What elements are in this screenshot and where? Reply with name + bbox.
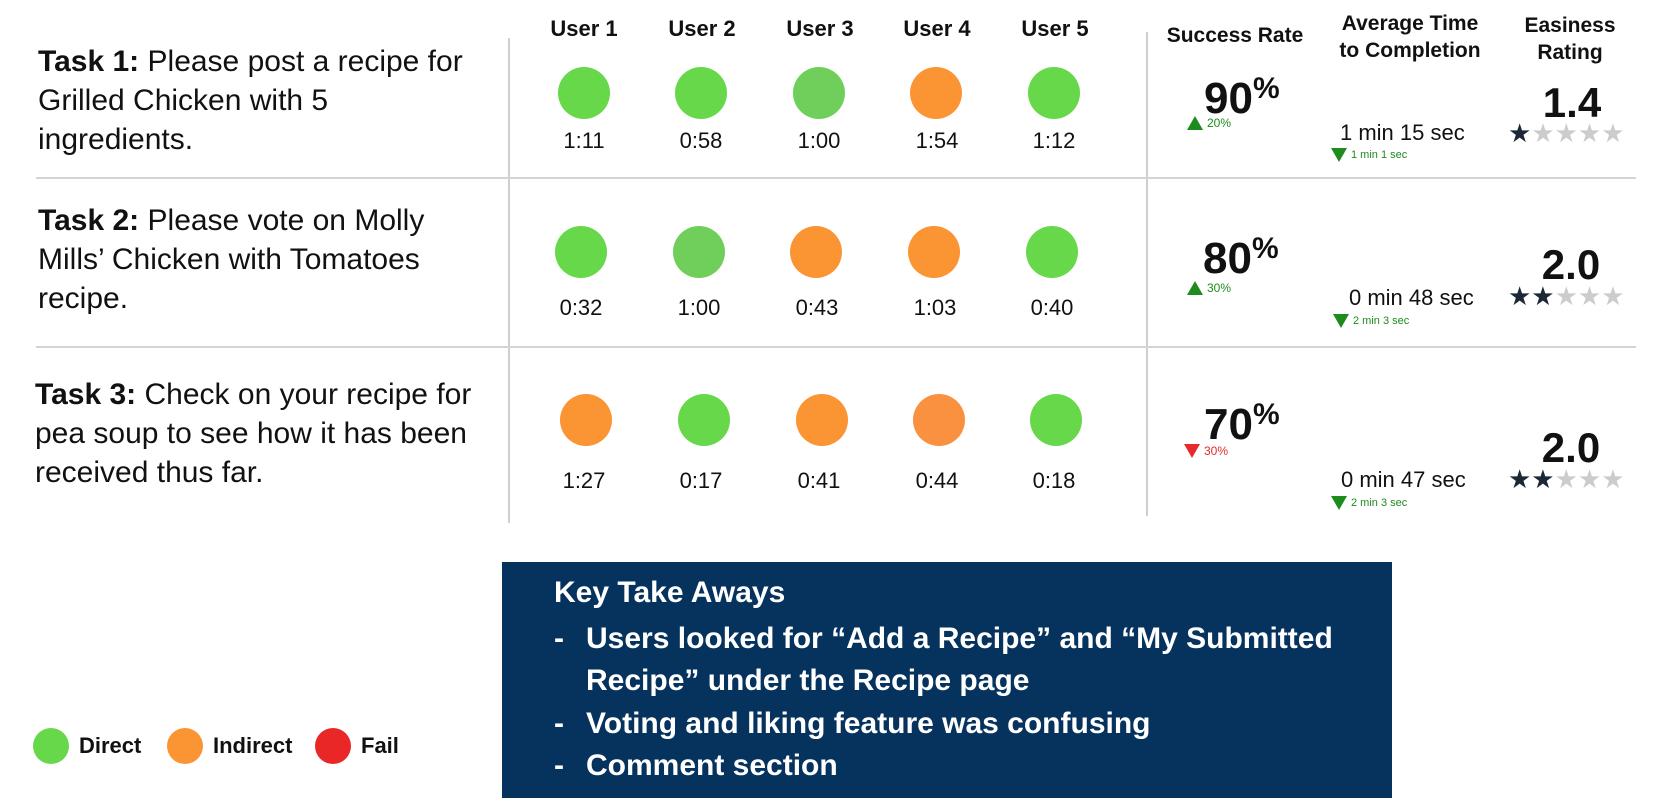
user-header-5: User 5 bbox=[1021, 16, 1089, 41]
user-header-1: User 1 bbox=[550, 16, 618, 41]
task-3-label: Task 3: bbox=[35, 378, 137, 411]
trend-down-icon bbox=[1331, 496, 1347, 510]
trend-up-icon bbox=[1187, 116, 1203, 130]
task-2-user-1-dot bbox=[555, 226, 607, 278]
task-1-user-2-time: 0:58 bbox=[679, 128, 723, 153]
task-1-avg-delta: 1 min 1 sec bbox=[1331, 148, 1407, 162]
task-2-label: Task 2: bbox=[38, 204, 140, 237]
task-2-user-2-dot bbox=[673, 226, 725, 278]
star-icon: ★★ bbox=[1508, 281, 1555, 311]
task-1-description: Task 1: Please post a recipe for Grilled… bbox=[38, 45, 463, 156]
task-3-stars: ★★★★★ bbox=[1508, 464, 1625, 495]
task-2-user-4-dot bbox=[908, 226, 960, 278]
task-3-description: Task 3: Check on your recipe for pea sou… bbox=[35, 378, 472, 489]
legend-indirect: Indirect bbox=[167, 728, 292, 764]
task-3-easiness: 2.0 bbox=[1541, 424, 1601, 471]
task-3-success-delta: 30% bbox=[1184, 444, 1228, 458]
row-divider-2 bbox=[36, 346, 1636, 348]
star-icon: ★★★ bbox=[1554, 464, 1625, 494]
user-header-3: User 3 bbox=[786, 16, 854, 41]
task-2-user-5-time: 0:40 bbox=[1030, 295, 1074, 320]
task-1-user-4-time: 1:54 bbox=[915, 128, 959, 153]
success-rate-header: Success Rate bbox=[1166, 24, 1304, 47]
task-2-user-5-dot bbox=[1026, 226, 1078, 278]
task-1-user-4-dot bbox=[910, 67, 962, 119]
takeaway-item-2: - Voting and liking feature was confusing bbox=[554, 707, 1151, 740]
task-2-user-4-time: 1:03 bbox=[913, 295, 957, 320]
task-3-user-4-time: 0:44 bbox=[915, 468, 959, 493]
task-3-user-5-time: 0:18 bbox=[1032, 468, 1076, 493]
task-3-user-2-dot bbox=[678, 394, 730, 446]
column-divider-left bbox=[508, 38, 510, 523]
trend-up-icon bbox=[1187, 281, 1203, 295]
task-1-user-1-time: 1:11 bbox=[563, 128, 605, 153]
trend-down-icon bbox=[1184, 444, 1200, 458]
user-header-4: User 4 bbox=[903, 16, 971, 41]
key-takeaways-panel: Key Take Aways - Users looked for “Add a … bbox=[502, 562, 1392, 798]
avg-time-header: Average Time to Completion bbox=[1339, 12, 1481, 62]
star-icon: ★ bbox=[1508, 118, 1532, 148]
task-2-user-3-dot bbox=[790, 226, 842, 278]
task-2-easiness: 2.0 bbox=[1541, 241, 1601, 288]
task-2-avg-time: 0 min 48 sec bbox=[1349, 285, 1474, 310]
takeaway-item-1: - Users looked for “Add a Recipe” and “My… bbox=[554, 622, 1333, 697]
task-3-user-1-dot bbox=[560, 394, 612, 446]
task-1-user-3-time: 1:00 bbox=[797, 128, 841, 153]
task-2-success-rate: 80% bbox=[1203, 232, 1279, 283]
trend-down-icon bbox=[1333, 314, 1349, 328]
indirect-dot-icon bbox=[167, 728, 203, 764]
task-2-success-delta: 30% bbox=[1187, 281, 1231, 295]
task-2-user-1-time: 0:32 bbox=[559, 295, 603, 320]
task-2-user-2-time: 1:00 bbox=[677, 295, 721, 320]
task-1-success-delta: 20% bbox=[1187, 116, 1231, 130]
task-1-user-5-dot bbox=[1028, 67, 1080, 119]
task-3-user-2-time: 0:17 bbox=[679, 468, 723, 493]
task-3-user-3-dot bbox=[796, 394, 848, 446]
task-2-user-3-time: 0:43 bbox=[795, 295, 839, 320]
takeaway-item-3: - Comment section bbox=[554, 749, 838, 782]
fail-dot-icon bbox=[315, 728, 351, 764]
task-3-avg-time: 0 min 47 sec bbox=[1341, 467, 1466, 492]
task-2-description: Task 2: Please vote on Molly Mills’ Chic… bbox=[38, 204, 425, 315]
task-3-user-4-dot bbox=[913, 394, 965, 446]
task-3-success-rate: 70% bbox=[1204, 398, 1280, 449]
task-3-user-3-time: 0:41 bbox=[797, 468, 841, 493]
star-icon: ★★ bbox=[1508, 464, 1555, 494]
star-icon: ★★★★ bbox=[1531, 118, 1625, 148]
row-divider-1 bbox=[36, 177, 1636, 179]
legend-fail: Fail bbox=[315, 728, 399, 764]
task-1-stars: ★★★★★ bbox=[1508, 118, 1625, 149]
task-2-stars: ★★★★★ bbox=[1508, 281, 1625, 312]
task-1-easiness: 1.4 bbox=[1542, 79, 1602, 126]
easiness-header: Easiness Rating bbox=[1524, 14, 1616, 64]
task-1-success-rate: 90% bbox=[1204, 72, 1280, 123]
task-2-avg-delta: 2 min 3 sec bbox=[1333, 314, 1409, 328]
trend-down-icon bbox=[1331, 148, 1347, 162]
task-1-user-3-dot bbox=[793, 67, 845, 119]
task-3-avg-delta: 2 min 3 sec bbox=[1331, 496, 1407, 510]
task-1-user-5-time: 1:12 bbox=[1032, 128, 1076, 153]
key-takeaways-title: Key Take Aways bbox=[554, 576, 786, 609]
star-icon: ★★★ bbox=[1554, 281, 1625, 311]
task-3-user-1-time: 1:27 bbox=[562, 468, 606, 493]
user-header-2: User 2 bbox=[668, 16, 736, 41]
legend-direct: Direct bbox=[33, 728, 141, 764]
direct-dot-icon bbox=[33, 728, 69, 764]
task-3-user-5-dot bbox=[1030, 394, 1082, 446]
task-1-avg-time: 1 min 15 sec bbox=[1340, 120, 1465, 145]
task-1-label: Task 1: bbox=[38, 45, 140, 78]
task-1-user-2-dot bbox=[675, 67, 727, 119]
column-divider-right bbox=[1146, 32, 1148, 516]
task-1-user-1-dot bbox=[558, 67, 610, 119]
